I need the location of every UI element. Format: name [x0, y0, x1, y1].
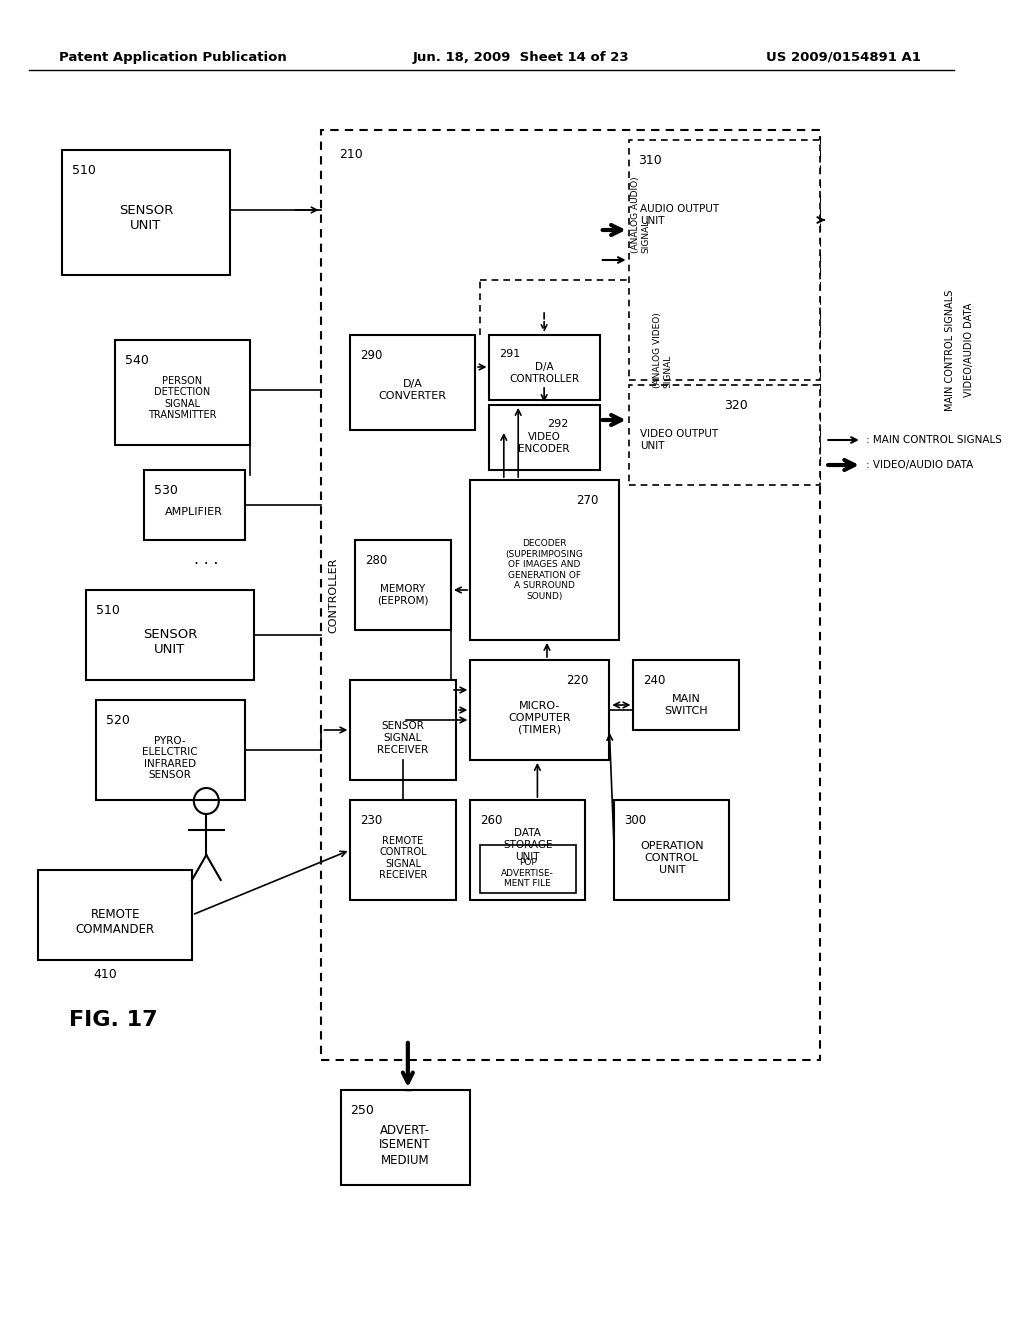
- Bar: [341, 1090, 470, 1185]
- Text: US 2009/0154891 A1: US 2009/0154891 A1: [766, 50, 922, 63]
- Text: AMPLIFIER: AMPLIFIER: [165, 507, 223, 517]
- Text: 320: 320: [725, 399, 749, 412]
- Bar: [350, 680, 456, 780]
- Bar: [38, 870, 191, 960]
- Bar: [614, 800, 729, 900]
- Text: MEMORY
(EEPROM): MEMORY (EEPROM): [377, 585, 429, 606]
- Text: ADVERT-
ISEMENT
MEDIUM: ADVERT- ISEMENT MEDIUM: [379, 1123, 431, 1167]
- Text: 240: 240: [643, 675, 666, 686]
- Bar: [355, 540, 451, 630]
- Bar: [489, 405, 600, 470]
- Text: 291: 291: [499, 348, 520, 359]
- Bar: [629, 140, 820, 380]
- Text: PYRO-
ELELCTRIC
INFRARED
SENSOR: PYRO- ELELCTRIC INFRARED SENSOR: [142, 735, 198, 780]
- Text: D/A
CONTROLLER: D/A CONTROLLER: [509, 362, 580, 384]
- Text: 230: 230: [359, 814, 382, 828]
- Bar: [62, 150, 230, 275]
- Text: : VIDEO/AUDIO DATA: : VIDEO/AUDIO DATA: [865, 459, 973, 470]
- Bar: [322, 129, 820, 1060]
- Text: SENSOR
UNIT: SENSOR UNIT: [142, 628, 197, 656]
- Text: OPERATION
CONTROL
UNIT: OPERATION CONTROL UNIT: [640, 841, 703, 875]
- Text: 280: 280: [365, 554, 387, 568]
- Text: VIDEO
ENCODER: VIDEO ENCODER: [518, 432, 570, 454]
- Text: . . .: . . .: [195, 553, 218, 568]
- Text: VIDEO OUTPUT
UNIT: VIDEO OUTPUT UNIT: [640, 429, 718, 451]
- Text: DECODER
(SUPERIMPOSING
OF IMAGES AND
GENERATION OF
A SURROUND
SOUND): DECODER (SUPERIMPOSING OF IMAGES AND GEN…: [505, 540, 583, 601]
- Bar: [350, 335, 475, 430]
- Bar: [629, 385, 820, 484]
- Text: 530: 530: [154, 484, 177, 498]
- Text: 270: 270: [575, 494, 598, 507]
- Bar: [86, 590, 254, 680]
- Text: (ANALOG AUDIO)
SIGNAL: (ANALOG AUDIO) SIGNAL: [632, 177, 651, 253]
- Text: 310: 310: [638, 154, 662, 168]
- Text: VIDEO/AUDIO DATA: VIDEO/AUDIO DATA: [965, 302, 974, 397]
- Text: 300: 300: [624, 814, 646, 828]
- Text: SENSOR
SIGNAL
RECEIVER: SENSOR SIGNAL RECEIVER: [378, 722, 429, 755]
- Text: REMOTE
COMMANDER: REMOTE COMMANDER: [76, 908, 155, 936]
- Text: 220: 220: [566, 675, 589, 686]
- Text: PERSON
DETECTION
SIGNAL
TRANSMITTER: PERSON DETECTION SIGNAL TRANSMITTER: [148, 376, 217, 420]
- Text: Patent Application Publication: Patent Application Publication: [59, 50, 288, 63]
- Bar: [350, 800, 456, 900]
- Text: 510: 510: [96, 605, 120, 616]
- Text: 290: 290: [359, 348, 382, 362]
- Bar: [470, 660, 609, 760]
- Text: 510: 510: [72, 164, 96, 177]
- Text: REMOTE
CONTROL
SIGNAL
RECEIVER: REMOTE CONTROL SIGNAL RECEIVER: [379, 836, 427, 880]
- Bar: [634, 660, 739, 730]
- Text: 540: 540: [125, 354, 148, 367]
- Text: 210: 210: [339, 148, 362, 161]
- Bar: [480, 845, 575, 894]
- Text: Jun. 18, 2009  Sheet 14 of 23: Jun. 18, 2009 Sheet 14 of 23: [413, 50, 630, 63]
- Text: SENSOR
UNIT: SENSOR UNIT: [119, 205, 173, 232]
- Text: 260: 260: [480, 814, 502, 828]
- Bar: [470, 800, 586, 900]
- Bar: [470, 480, 618, 640]
- Text: DATA
STORAGE
UNIT: DATA STORAGE UNIT: [503, 829, 553, 862]
- Text: 410: 410: [93, 969, 118, 982]
- Text: POP
ADVERTISE-
MENT FILE: POP ADVERTISE- MENT FILE: [502, 858, 554, 888]
- Text: MAIN CONTROL SIGNALS: MAIN CONTROL SIGNALS: [945, 289, 955, 411]
- Bar: [144, 470, 245, 540]
- Text: (ANALOG VIDEO)
SIGNAL: (ANALOG VIDEO) SIGNAL: [652, 312, 672, 388]
- Text: CONTROLLER: CONTROLLER: [328, 557, 338, 632]
- Bar: [489, 335, 600, 400]
- Text: MICRO-
COMPUTER
(TIMER): MICRO- COMPUTER (TIMER): [508, 701, 570, 735]
- Bar: [96, 700, 245, 800]
- Bar: [115, 341, 250, 445]
- Text: D/A
CONVERTER: D/A CONVERTER: [379, 379, 446, 401]
- Text: 250: 250: [350, 1104, 374, 1117]
- Text: MAIN
SWITCH: MAIN SWITCH: [665, 694, 708, 715]
- Text: AUDIO OUTPUT
UNIT: AUDIO OUTPUT UNIT: [640, 205, 719, 226]
- Text: 520: 520: [105, 714, 129, 727]
- Text: FIG. 17: FIG. 17: [69, 1010, 158, 1030]
- Text: : MAIN CONTROL SIGNALS: : MAIN CONTROL SIGNALS: [865, 436, 1001, 445]
- Text: 292: 292: [547, 418, 568, 429]
